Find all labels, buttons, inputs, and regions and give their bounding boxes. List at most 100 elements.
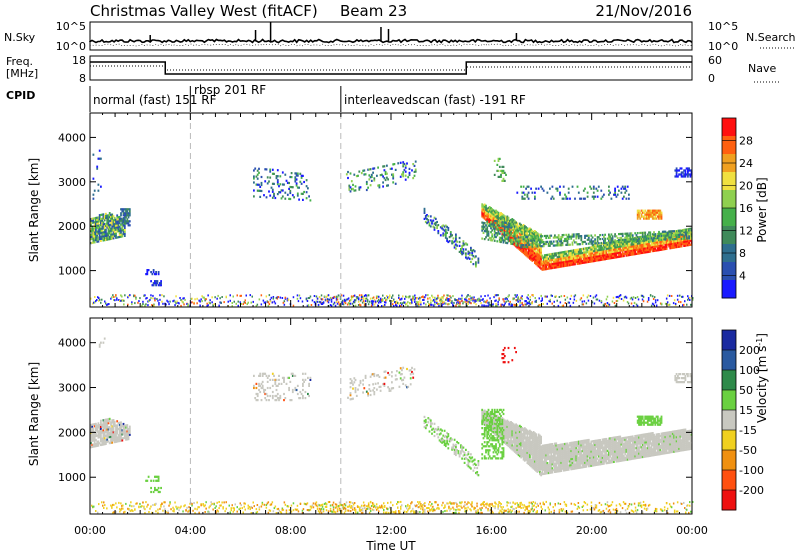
data-cell xyxy=(549,255,551,258)
data-cell xyxy=(608,189,610,192)
data-cell xyxy=(362,379,364,382)
data-cell xyxy=(266,182,269,185)
data-cell xyxy=(490,217,492,220)
data-cell xyxy=(595,187,598,190)
data-cell xyxy=(501,229,504,232)
data-cell xyxy=(673,238,675,241)
ground-scatter xyxy=(350,297,353,300)
data-cell xyxy=(591,258,594,261)
data-cell xyxy=(654,235,657,238)
data-cell xyxy=(625,244,628,247)
ground-scatter xyxy=(193,302,195,305)
data-cell xyxy=(654,209,657,212)
ground-scatter xyxy=(423,299,425,301)
data-cell xyxy=(487,234,490,237)
data-cell xyxy=(680,231,683,234)
ground-scatter xyxy=(446,297,448,300)
data-cell xyxy=(613,193,615,196)
ground-scatter xyxy=(373,299,376,302)
data-cell xyxy=(660,232,663,235)
data-cell xyxy=(564,193,566,196)
data-cell xyxy=(596,238,599,241)
data-cell xyxy=(481,203,484,206)
data-cell xyxy=(507,224,510,227)
ground-scatter xyxy=(183,297,185,300)
data-cell xyxy=(648,215,650,218)
data-cell xyxy=(103,235,106,238)
data-cell xyxy=(545,264,548,267)
ground-scatter xyxy=(425,303,427,306)
data-cell xyxy=(382,181,384,184)
ground-scatter xyxy=(183,303,185,306)
data-cell xyxy=(680,243,683,246)
data-cell xyxy=(636,240,639,243)
data-cell xyxy=(582,255,585,258)
data-cell xyxy=(113,441,116,444)
data-cell xyxy=(367,394,369,397)
data-cell xyxy=(636,252,639,255)
data-cell xyxy=(545,256,548,259)
ground-scatter xyxy=(386,295,388,297)
data-cell xyxy=(565,197,568,200)
data-cell xyxy=(101,431,104,434)
data-cell xyxy=(115,432,117,435)
data-cell xyxy=(677,175,679,178)
data-cell xyxy=(561,255,564,258)
data-cell xyxy=(619,245,622,248)
ground-scatter xyxy=(131,301,133,304)
data-cell xyxy=(675,240,678,243)
data-cell xyxy=(594,245,596,248)
data-cell xyxy=(669,243,672,246)
ground-scatter xyxy=(659,302,662,305)
data-cell xyxy=(513,237,516,240)
data-cell xyxy=(542,268,545,271)
data-cell xyxy=(597,251,600,254)
data-cell xyxy=(102,443,105,446)
data-cell xyxy=(258,384,260,387)
data-cell xyxy=(592,187,595,190)
ground-scatter xyxy=(637,298,640,301)
ground-scatter xyxy=(332,303,335,306)
ground-scatter xyxy=(418,301,420,303)
data-cell xyxy=(540,267,542,270)
data-cell xyxy=(665,243,668,246)
data-cell xyxy=(552,254,555,257)
ground-scatter xyxy=(504,302,506,305)
data-cell xyxy=(624,191,627,194)
data-cell xyxy=(102,423,105,426)
data-cell xyxy=(107,224,110,227)
data-cell xyxy=(293,196,295,199)
ground-scatter xyxy=(668,294,671,297)
data-cell xyxy=(609,243,611,246)
data-cell xyxy=(575,258,578,262)
data-cell xyxy=(590,250,593,253)
data-cell xyxy=(113,216,116,220)
data-cell xyxy=(600,252,603,255)
data-cell xyxy=(111,437,114,440)
data-cell xyxy=(90,440,92,443)
ground-scatter xyxy=(668,303,671,306)
data-cell xyxy=(623,254,625,258)
data-cell xyxy=(485,214,487,217)
data-cell xyxy=(610,247,613,250)
data-cell xyxy=(572,253,575,256)
freq-tick-high: 18 xyxy=(72,54,86,67)
data-cell xyxy=(620,232,623,236)
data-cell xyxy=(623,244,625,248)
ground-scatter xyxy=(415,297,417,299)
data-cell xyxy=(592,191,595,194)
data-cell xyxy=(102,431,105,434)
data-cell xyxy=(589,240,591,243)
data-cell xyxy=(600,250,603,253)
data-cell xyxy=(567,258,570,261)
data-cell xyxy=(567,262,570,265)
data-cell xyxy=(628,248,630,251)
ground-scatter xyxy=(474,299,476,302)
ground-scatter xyxy=(502,298,504,301)
data-cell xyxy=(674,234,677,237)
data-cell xyxy=(284,191,287,194)
data-cell xyxy=(258,183,260,186)
data-cell xyxy=(259,185,262,188)
data-cell xyxy=(508,231,511,234)
data-cell xyxy=(561,257,564,260)
